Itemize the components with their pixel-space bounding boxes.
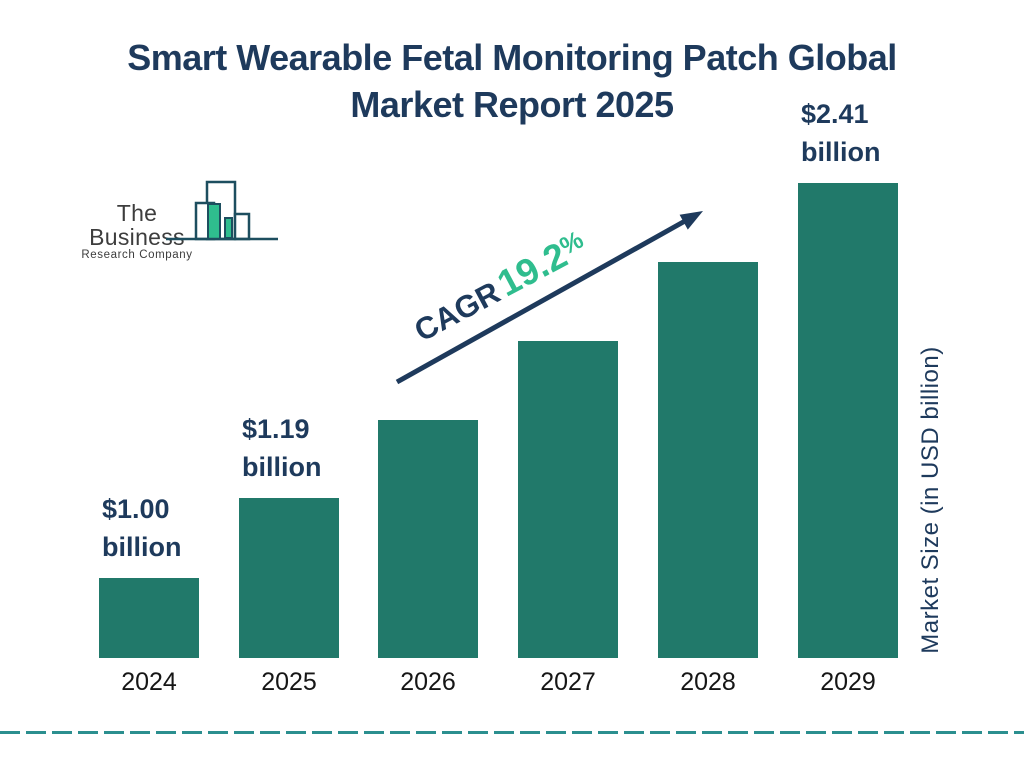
bar-2027 xyxy=(518,341,618,658)
x-axis-tick-2029: 2029 xyxy=(820,668,876,696)
footer-dashed-divider xyxy=(0,731,1024,734)
bar-2024 xyxy=(99,578,199,658)
y-axis-label: Market Size (in USD billion) xyxy=(917,346,944,654)
bar-2026 xyxy=(378,420,478,658)
x-axis-tick-2025: 2025 xyxy=(261,668,317,696)
page-title: Smart Wearable Fetal Monitoring Patch Gl… xyxy=(0,34,1024,128)
value-label-line: $1.00 xyxy=(102,494,170,524)
value-label-2029: $2.41 billion xyxy=(801,95,880,171)
bar-2028 xyxy=(658,262,758,658)
page-title-line-2: Market Report 2025 xyxy=(350,84,674,125)
value-label-2025: $1.19 billion xyxy=(242,410,321,486)
page-title-line-1: Smart Wearable Fetal Monitoring Patch Gl… xyxy=(127,37,897,78)
bar-2029 xyxy=(798,183,898,658)
company-logo-text: The Business Research Company xyxy=(76,201,198,261)
company-logo-chart-icon xyxy=(166,180,278,241)
bar-2025 xyxy=(239,498,339,658)
x-axis-tick-2028: 2028 xyxy=(680,668,736,696)
value-label-line: $1.19 xyxy=(242,414,310,444)
value-label-line: billion xyxy=(242,452,322,482)
value-label-line: billion xyxy=(102,532,182,562)
x-axis-tick-2026: 2026 xyxy=(400,668,456,696)
x-axis-tick-2024: 2024 xyxy=(121,668,177,696)
x-axis-tick-2027: 2027 xyxy=(540,668,596,696)
value-label-2024: $1.00 billion xyxy=(102,490,181,566)
value-label-line: $2.41 xyxy=(801,99,869,129)
value-label-line: billion xyxy=(801,137,881,167)
logo-name-line-2: Research Company xyxy=(81,249,193,261)
logo-name-line-1: The Business xyxy=(89,200,185,250)
